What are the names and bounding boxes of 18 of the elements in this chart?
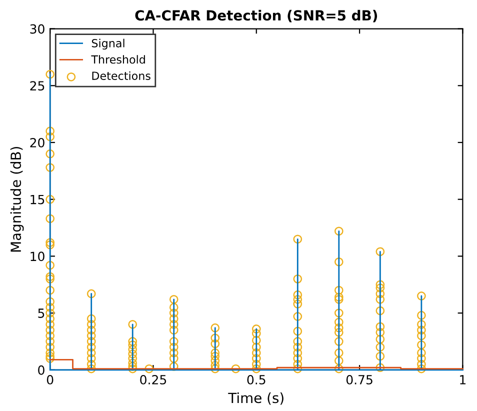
y-tick-label: 15 [30,194,44,204]
x-tick-label: 0.5 [247,374,266,384]
legend-label: Detections [92,71,150,80]
y-tick-label: 25 [30,81,44,91]
x-tick-label: 0.25 [140,374,166,384]
legend-label: Signal [92,38,124,50]
y-tick-label: 10 [30,252,44,262]
x-axis-title: Time (s) [228,392,284,405]
y-tick-label: 30 [30,24,44,34]
y-tick-label: 5 [38,308,44,318]
x-tick-label: 0.75 [346,374,372,384]
x-tick-label: 1 [460,375,466,384]
legend-label: Threshold [91,55,145,64]
y-axis-title: Magnitude (dB) [10,146,24,252]
chart-title: CA-CFAR Detection (SNR=5 dB) [135,10,378,22]
x-tick-label: 0 [46,374,54,384]
y-tick-label: 20 [30,138,44,148]
y-tick-label: 0 [38,365,44,375]
